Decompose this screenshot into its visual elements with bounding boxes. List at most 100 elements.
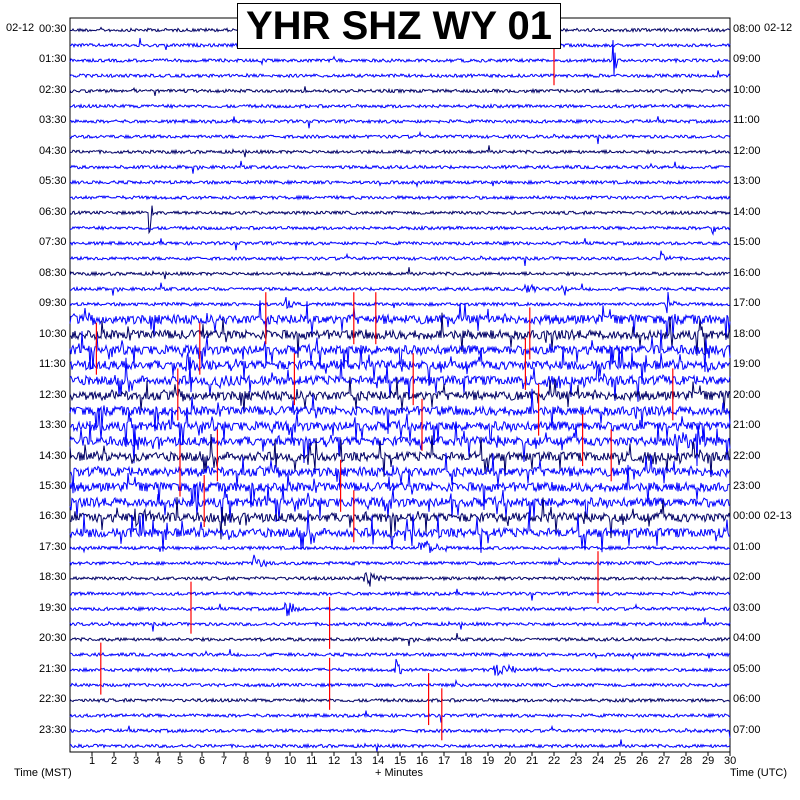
trace-row-24 — [69, 376, 731, 414]
x-tick-label: 13 — [350, 755, 363, 767]
right-tick-label: 09:00 — [733, 53, 761, 66]
trace-row-9 — [69, 160, 731, 174]
trace-row-13 — [69, 224, 731, 236]
seismic-traces — [69, 23, 731, 752]
x-tick-label: 12 — [328, 755, 341, 767]
bottom-axis-label: + Minutes — [375, 767, 423, 779]
trace-row-16 — [69, 267, 730, 280]
right-tick-label: 11:00 — [733, 114, 760, 127]
x-tick-label: 5 — [177, 755, 184, 767]
axis-ticks — [91, 752, 731, 756]
trace-row-15 — [69, 250, 731, 266]
trace-row-34 — [69, 540, 731, 554]
x-tick-label: 20 — [504, 755, 517, 767]
x-tick-label: 4 — [155, 755, 162, 767]
trace-row-43 — [69, 678, 731, 688]
trace-row-6 — [69, 116, 731, 129]
x-tick-label: 28 — [680, 755, 693, 767]
x-tick-label: 7 — [221, 755, 228, 767]
x-tick-label: 3 — [133, 755, 140, 767]
x-tick-label: 21 — [526, 755, 539, 767]
trace-row-12 — [69, 205, 731, 235]
right-tick-label: 12:00 — [733, 144, 761, 157]
x-tick-label: 22 — [548, 755, 561, 767]
trace-row-21 — [69, 329, 731, 372]
left-tick-label: 17:30 — [39, 540, 67, 553]
x-tick-label: 19 — [482, 755, 495, 767]
right-tick-label: 10:00 — [733, 83, 761, 96]
trace-row-45 — [69, 710, 731, 723]
x-tick-label: 1 — [89, 755, 96, 767]
right-tick-label: 05:00 — [733, 662, 761, 675]
x-tick-label: 18 — [460, 755, 473, 767]
right-tick-label: 15:00 — [733, 236, 761, 249]
right-tick-label: 23:00 — [733, 480, 761, 493]
date-left: 02-12 — [6, 22, 35, 34]
trace-row-3 — [69, 70, 731, 79]
left-axis-label: Time (MST) — [14, 767, 72, 779]
x-tick-label: 11 — [306, 755, 318, 767]
left-tick-label: 13:30 — [39, 419, 67, 432]
x-tick-label: 29 — [702, 755, 715, 767]
x-tick-label: 24 — [592, 755, 605, 767]
left-tick-label: 18:30 — [39, 571, 67, 584]
left-tick-label: 02:30 — [39, 83, 67, 96]
trace-row-18 — [69, 291, 731, 314]
x-tick-label: 8 — [243, 755, 250, 767]
left-tick-label: 04:30 — [39, 144, 67, 157]
trace-row-25 — [69, 388, 731, 434]
x-tick-label: 15 — [394, 755, 407, 767]
right-tick-label: 07:00 — [733, 723, 761, 736]
trace-row-4 — [69, 86, 731, 96]
trace-row-7 — [69, 130, 731, 145]
left-tick-label: 08:30 — [39, 266, 67, 279]
right-tick-label: 17:00 — [733, 297, 761, 310]
trace-row-38 — [69, 601, 731, 617]
trace-row-33 — [69, 510, 731, 553]
trace-row-19 — [69, 300, 731, 340]
x-tick-label: 30 — [724, 755, 737, 767]
left-tick-label: 00:30 — [39, 23, 67, 35]
left-tick-label: 11:30 — [39, 358, 66, 371]
left-tick-label: 05:30 — [39, 175, 67, 188]
left-tick-label: 22:30 — [39, 693, 67, 706]
x-tick-label: 25 — [614, 755, 627, 767]
trace-row-17 — [69, 282, 731, 296]
left-tick-label: 19:30 — [39, 601, 67, 614]
left-tick-label: 12:30 — [39, 388, 67, 401]
x-tick-label: 14 — [372, 755, 385, 767]
x-tick-label: 26 — [636, 755, 649, 767]
right-tick-label: 02:00 — [733, 571, 761, 584]
right-tick-label: 22:00 — [733, 449, 761, 462]
trace-row-31 — [69, 483, 731, 524]
left-tick-label: 23:30 — [39, 723, 67, 736]
trace-row-20 — [69, 312, 731, 358]
trace-row-5 — [69, 102, 731, 110]
left-tick-label: 15:30 — [39, 480, 67, 493]
station-title: YHR SHZ WY 01 — [246, 4, 552, 48]
right-tick-label: 21:00 — [733, 419, 761, 432]
left-tick-label: 07:30 — [39, 236, 67, 249]
trace-row-37 — [69, 588, 731, 601]
trace-row-46 — [69, 724, 731, 739]
trace-row-42 — [69, 658, 731, 677]
right-tick-label: 19:00 — [733, 358, 761, 371]
right-tick-label: 03:00 — [733, 601, 761, 614]
right-axis-label: Time (UTC) — [730, 767, 788, 779]
right-tick-label: 14:00 — [733, 205, 761, 218]
right-tick-label: 01:00 — [733, 540, 761, 553]
right-tick-label: 06:00 — [733, 693, 761, 706]
left-tick-label: 21:30 — [39, 662, 67, 675]
trace-row-27 — [69, 420, 731, 467]
x-tick-label: 17 — [438, 755, 451, 767]
event-picks — [95, 33, 674, 741]
trace-row-14 — [69, 238, 731, 251]
right-tick-label: 18:00 — [733, 327, 761, 340]
left-tick-label: 03:30 — [39, 114, 67, 127]
x-tick-label: 9 — [265, 755, 272, 767]
left-tick-label: 09:30 — [39, 297, 67, 310]
right-tick-label: 13:00 — [733, 175, 761, 188]
left-tick-label: 06:30 — [39, 205, 67, 218]
left-tick-label: 10:30 — [39, 327, 67, 340]
